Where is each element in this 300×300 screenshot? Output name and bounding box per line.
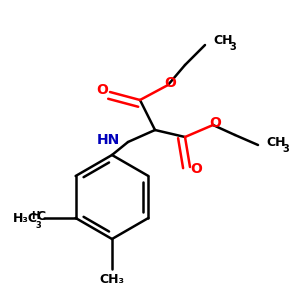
Text: O: O	[96, 83, 108, 97]
Text: 3: 3	[229, 42, 236, 52]
Text: C: C	[37, 209, 46, 223]
Text: CH: CH	[213, 34, 233, 47]
Text: O: O	[209, 116, 221, 130]
Text: 3: 3	[36, 221, 42, 230]
Text: O: O	[164, 76, 176, 90]
Text: O: O	[190, 162, 202, 176]
Text: 3: 3	[282, 144, 289, 154]
Text: H: H	[32, 211, 40, 221]
Text: HN: HN	[97, 133, 120, 147]
Text: H₃C: H₃C	[13, 212, 38, 224]
Text: CH: CH	[266, 136, 286, 149]
Text: CH₃: CH₃	[100, 273, 124, 286]
